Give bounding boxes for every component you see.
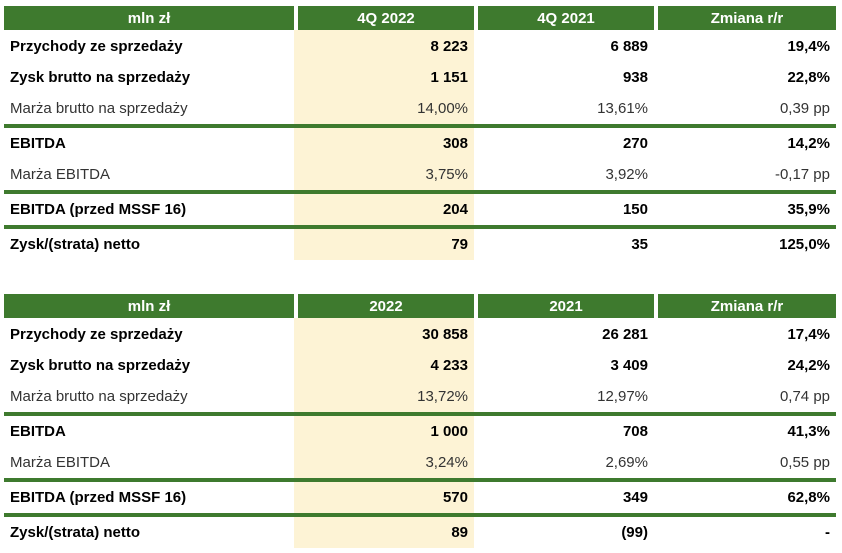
header-row: mln zł 2022 2021 Zmiana r/r [4, 294, 836, 318]
value-prior: 150 [474, 190, 654, 225]
value-prior: (99) [474, 513, 654, 548]
header-change: Zmiana r/r [654, 294, 836, 318]
row-revenue: Przychody ze sprzedaży 30 858 26 281 17,… [4, 318, 836, 350]
value-change: 17,4% [787, 326, 830, 343]
value-change: 24,2% [787, 357, 830, 374]
value-prior: 12,97% [597, 388, 648, 405]
row-label: Zysk brutto na sprzedaży [10, 357, 191, 374]
annual-results-table: mln zł 2022 2021 Zmiana r/r Przychody ze… [4, 294, 836, 548]
row-label: Zysk brutto na sprzedaży [10, 69, 191, 86]
value-current: 13,72% [294, 381, 474, 412]
value-change: -0,17 pp [774, 166, 830, 183]
row-label: Marża EBITDA [10, 166, 111, 183]
header-prior-period: 2021 [474, 294, 654, 318]
value-prior: 3,92% [605, 166, 648, 183]
row-net-profit: Zysk/(strata) netto 89 (99) - [4, 513, 836, 548]
row-label: Przychody ze sprzedaży [10, 326, 183, 343]
row-ebitda-margin: Marża EBITDA 3,24% 2,69% 0,55 pp [4, 447, 836, 478]
value-current: 79 [294, 225, 474, 260]
value-change: 19,4% [787, 38, 830, 55]
row-revenue: Przychody ze sprzedaży 8 223 6 889 19,4% [4, 30, 836, 62]
value-change: 14,2% [654, 124, 836, 159]
value-change: - [654, 513, 836, 548]
value-prior: 13,61% [597, 100, 648, 117]
value-current: 204 [294, 190, 474, 225]
value-change: 125,0% [654, 225, 836, 260]
row-gross-margin: Marża brutto na sprzedaży 14,00% 13,61% … [4, 93, 836, 124]
row-gross-profit: Zysk brutto na sprzedaży 4 233 3 409 24,… [4, 350, 836, 381]
value-current: 30 858 [294, 318, 474, 350]
row-ebitda-margin: Marża EBITDA 3,75% 3,92% -0,17 pp [4, 159, 836, 190]
row-label: EBITDA [4, 412, 294, 447]
row-label: Przychody ze sprzedaży [10, 38, 183, 55]
value-prior: 3 409 [610, 357, 648, 374]
row-label: EBITDA (przed MSSF 16) [4, 190, 294, 225]
value-current: 4 233 [294, 350, 474, 381]
row-gross-margin: Marża brutto na sprzedaży 13,72% 12,97% … [4, 381, 836, 412]
value-change: 0,39 pp [779, 100, 830, 117]
value-change: 22,8% [787, 69, 830, 86]
value-current: 8 223 [294, 30, 474, 62]
quarterly-results-table: mln zł 4Q 2022 4Q 2021 Zmiana r/r Przych… [4, 6, 836, 260]
value-prior: 349 [474, 478, 654, 513]
value-change: 0,55 pp [779, 454, 830, 471]
header-unit: mln zł [4, 294, 294, 318]
header-change: Zmiana r/r [654, 6, 836, 30]
row-ebitda: EBITDA 308 270 14,2% [4, 124, 836, 159]
row-label: Marża brutto na sprzedaży [10, 388, 188, 405]
value-current: 570 [294, 478, 474, 513]
value-change: 35,9% [654, 190, 836, 225]
value-current: 3,75% [294, 159, 474, 190]
row-label: Marża EBITDA [10, 454, 111, 471]
row-net-profit: Zysk/(strata) netto 79 35 125,0% [4, 225, 836, 260]
header-unit: mln zł [4, 6, 294, 30]
row-ebitda-pre-ifrs16: EBITDA (przed MSSF 16) 570 349 62,8% [4, 478, 836, 513]
value-prior: 26 281 [602, 326, 648, 343]
value-change: 0,74 pp [779, 388, 830, 405]
value-current: 14,00% [294, 93, 474, 124]
row-label: Zysk/(strata) netto [4, 513, 294, 548]
value-current: 89 [294, 513, 474, 548]
value-change: 62,8% [654, 478, 836, 513]
value-prior: 270 [474, 124, 654, 159]
value-current: 308 [294, 124, 474, 159]
row-ebitda-pre-ifrs16: EBITDA (przed MSSF 16) 204 150 35,9% [4, 190, 836, 225]
value-current: 3,24% [294, 447, 474, 478]
row-label: Zysk/(strata) netto [4, 225, 294, 260]
row-label: EBITDA [4, 124, 294, 159]
header-prior-period: 4Q 2021 [474, 6, 654, 30]
value-current: 1 151 [294, 62, 474, 93]
header-row: mln zł 4Q 2022 4Q 2021 Zmiana r/r [4, 6, 836, 30]
value-prior: 6 889 [610, 38, 648, 55]
header-current-period: 4Q 2022 [294, 6, 474, 30]
header-current-period: 2022 [294, 294, 474, 318]
row-label: Marża brutto na sprzedaży [10, 100, 188, 117]
row-gross-profit: Zysk brutto na sprzedaży 1 151 938 22,8% [4, 62, 836, 93]
value-prior: 938 [622, 69, 648, 86]
value-prior: 35 [474, 225, 654, 260]
value-prior: 2,69% [605, 454, 648, 471]
value-prior: 708 [474, 412, 654, 447]
row-label: EBITDA (przed MSSF 16) [4, 478, 294, 513]
row-ebitda: EBITDA 1 000 708 41,3% [4, 412, 836, 447]
value-current: 1 000 [294, 412, 474, 447]
value-change: 41,3% [654, 412, 836, 447]
